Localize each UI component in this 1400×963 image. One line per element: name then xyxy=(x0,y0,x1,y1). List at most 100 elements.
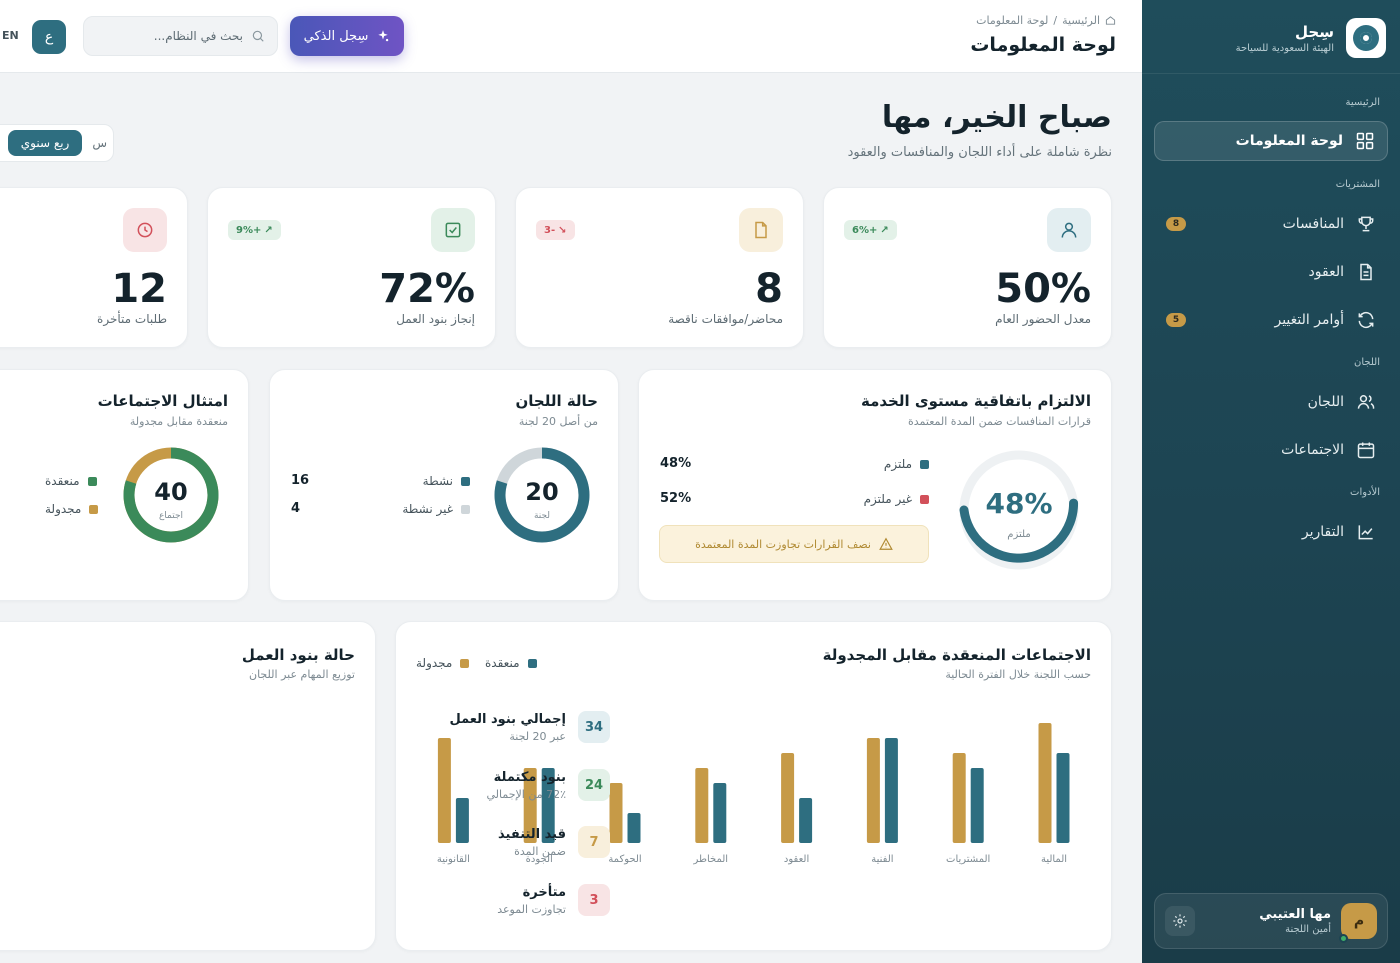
kpi-card-missing-minutes[interactable]: 3- ↘ 8 محاضر/موافقات ناقصة xyxy=(515,187,804,348)
legend-value: 4 xyxy=(291,501,301,516)
sidebar-item-label: أوامر التغيير xyxy=(1274,312,1344,328)
section-tools: الأدوات xyxy=(1350,487,1380,498)
donut-caption: لجنة xyxy=(534,511,550,521)
donut-active-segment xyxy=(494,447,590,543)
sla-percent: 48% xyxy=(985,487,1052,520)
sidebar-item-reports[interactable]: التقارير xyxy=(1154,512,1388,552)
bar-held[interactable] xyxy=(541,768,555,843)
x-tick-label: المشتريات xyxy=(946,854,990,865)
legend-value: 48% xyxy=(660,456,692,471)
page-title: لوحة المعلومات xyxy=(970,34,1116,56)
breadcrumb: الرئيسية / لوحة المعلومات xyxy=(976,14,1116,27)
card-subtitle: منعقدة مقابل مجدولة xyxy=(129,415,228,428)
bar-scheduled[interactable] xyxy=(781,753,795,843)
row-subtitle: 72٪ من الإجمالي xyxy=(486,787,566,801)
grid-icon xyxy=(1356,132,1374,150)
sidebar-item-label: العقود xyxy=(1308,264,1344,280)
kpi-card-attendance[interactable]: 6%+ ↗ 50% معدل الحضور العام xyxy=(823,187,1112,348)
bar-scheduled[interactable] xyxy=(866,738,880,843)
bar-held[interactable] xyxy=(455,798,469,843)
x-tick-label: المالية xyxy=(1041,854,1067,865)
legend-value: 16 xyxy=(291,473,310,488)
kpi-card-work-completion[interactable]: 9%+ ↗ 72% إنجاز بنود العمل xyxy=(207,187,496,348)
kpi-value: 12 xyxy=(111,266,167,312)
legend-compliant: ملتزم xyxy=(884,457,929,471)
sidebar-item-meetings[interactable]: الاجتماعات xyxy=(1154,430,1388,470)
row-subtitle: عبر 20 لجنة xyxy=(509,729,566,743)
legend-swatch xyxy=(461,504,470,514)
ai-assistant-button[interactable]: سِجل الذكي xyxy=(290,16,404,56)
work-item-row-completed[interactable]: 24 بنود مكتملة 72٪ من الإجمالي xyxy=(250,762,610,808)
search-input[interactable] xyxy=(113,29,243,43)
work-item-row-total[interactable]: 34 إجمالي بنود العمل عبر 20 لجنة xyxy=(250,704,610,750)
bar-scheduled[interactable] xyxy=(609,783,623,843)
section-home: الرئيسية xyxy=(1345,97,1380,108)
row-title: بنود مكتملة xyxy=(493,769,566,785)
sla-card: الالتزام باتفاقية مستوى الخدمة قرارات ال… xyxy=(638,369,1112,601)
english-language-button[interactable]: EN xyxy=(2,29,19,42)
brand[interactable]: سِجل الهيئة السعودية للسياحة xyxy=(1236,18,1386,58)
bar-scheduled[interactable] xyxy=(437,738,451,843)
breadcrumb-home[interactable]: الرئيسية xyxy=(1062,14,1100,27)
arabic-language-button[interactable]: ع xyxy=(32,20,66,54)
meetings-bar-chart: المالية المشتريات الفنية العقود المخاطر الحوك… xyxy=(437,723,1070,865)
period-option-other[interactable]: س xyxy=(92,136,107,150)
work-item-row-in-progress[interactable]: 7 قيد التنفيذ ضمن المدة xyxy=(250,819,610,865)
sidebar-item-committees[interactable]: اللجان xyxy=(1154,382,1388,422)
x-tick-label: الجودة xyxy=(526,854,553,865)
bar-held[interactable] xyxy=(713,783,727,843)
refresh-icon xyxy=(1358,311,1374,329)
kpi-card-late-requests[interactable]: 12 طلبات متأخرة xyxy=(0,187,188,348)
meetings-chart-card: الاجتماعات المنعقدة مقابل المجدولة حسب ا… xyxy=(395,621,1112,951)
row-title: متأخرة xyxy=(522,884,566,900)
kpi-icon-wrap xyxy=(123,208,167,252)
card-subtitle: من أصل 20 لجنة xyxy=(518,415,598,428)
bar-held[interactable] xyxy=(799,798,813,843)
bar-held[interactable] xyxy=(884,738,898,843)
bar-held[interactable] xyxy=(1056,753,1070,843)
bar-scheduled[interactable] xyxy=(695,768,709,843)
trend-badge: 6%+ ↗ xyxy=(844,220,897,240)
sla-caption: ملتزم xyxy=(1007,529,1030,540)
bar-scheduled[interactable] xyxy=(952,753,966,843)
card-subtitle: قرارات المنافسات ضمن المدة المعتمدة xyxy=(908,415,1091,428)
sidebar-item-label: المنافسات xyxy=(1282,216,1344,232)
sidebar-item-contracts[interactable]: العقود xyxy=(1154,252,1388,292)
legend-scheduled: مجدولة xyxy=(416,656,470,670)
legend-inactive: غير نشطة xyxy=(402,502,470,516)
legend-swatch xyxy=(461,476,470,486)
sidebar-divider xyxy=(1142,73,1400,74)
legend-swatch xyxy=(460,658,470,668)
period-option-quarterly[interactable]: ربع سنوي xyxy=(7,130,83,156)
bar-held[interactable] xyxy=(627,813,641,843)
kpi-value: 72% xyxy=(379,266,475,312)
arrow-up-icon: ↗ xyxy=(264,224,273,236)
settings-button[interactable] xyxy=(1165,906,1195,936)
user-role: أمين اللجنة xyxy=(1285,924,1331,935)
count-badge: 5 xyxy=(1166,313,1186,327)
home-icon xyxy=(1105,16,1116,25)
count-badge: 24 xyxy=(578,769,610,801)
gear-icon xyxy=(1173,914,1187,928)
search-box[interactable] xyxy=(83,16,278,56)
legend-swatch xyxy=(920,459,929,469)
card-title: حالة بنود العمل xyxy=(241,646,355,664)
section-committees: اللجان xyxy=(1354,357,1380,368)
kpi-label: معدل الحضور العام xyxy=(995,312,1091,326)
chart-subtitle: حسب اللجنة خلال الفترة الحالية xyxy=(945,668,1091,681)
work-item-row-late[interactable]: 3 متأخرة تجاوزت الموعد xyxy=(250,877,610,923)
sidebar-item-tenders[interactable]: المنافسات 8 xyxy=(1154,204,1388,244)
greeting-subtitle: نظرة شاملة على أداء اللجان والمنافسات وا… xyxy=(847,145,1112,160)
bar-scheduled[interactable] xyxy=(1038,723,1052,843)
sidebar-item-dashboard[interactable]: لوحة المعلومات xyxy=(1154,121,1388,161)
sidebar-item-change-orders[interactable]: أوامر التغيير 5 xyxy=(1154,300,1388,340)
bar-scheduled[interactable] xyxy=(523,768,537,843)
file-icon xyxy=(755,221,767,239)
meetings-compliance-card: امتثال الاجتماعات منعقدة مقابل مجدولة 40… xyxy=(0,369,249,601)
bar-held[interactable] xyxy=(970,768,984,843)
user-card[interactable]: م مها العتيبي أمين اللجنة xyxy=(1154,893,1388,949)
brand-name: سِجل xyxy=(1295,22,1334,41)
search-icon xyxy=(252,30,264,42)
work-items-card: حالة بنود العمل توزيع المهام عبر اللجان xyxy=(0,621,376,951)
calendar-icon xyxy=(1357,442,1375,459)
